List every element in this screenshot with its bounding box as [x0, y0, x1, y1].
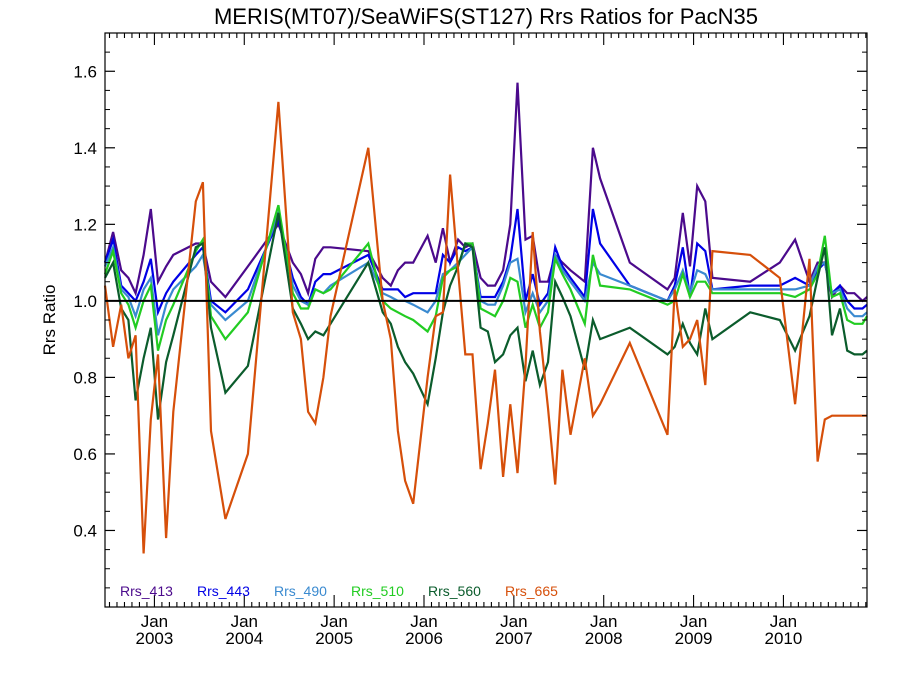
- legend-entry-rrs-490: Rrs_490: [274, 583, 327, 599]
- x-tick-label-year: 2009: [675, 629, 713, 648]
- legend-layer: Rrs_413 Rrs_443 Rrs_490 Rrs_510 Rrs_560 Rrs_6…: [120, 583, 558, 599]
- x-tick-label-year: 2007: [495, 629, 533, 648]
- y-tick-label: 1.0: [73, 292, 97, 311]
- legend-entry-rrs-510: Rrs_510: [351, 583, 404, 599]
- legend-entry-rrs-413: Rrs_413: [120, 583, 173, 599]
- series-line-rrs-560: [104, 212, 868, 420]
- legend-entry-rrs-665: Rrs_665: [505, 583, 558, 599]
- plot-frame: [104, 32, 868, 608]
- x-tick-label-year: 2005: [315, 629, 353, 648]
- x-tick-label-month: Jan: [680, 612, 707, 631]
- x-tick-label-year: 2008: [585, 629, 623, 648]
- chart-title: MERIS(MT07)/SeaWiFS(ST127) Rrs Ratios fo…: [214, 4, 758, 29]
- legend-entry-rrs-443: Rrs_443: [197, 583, 250, 599]
- series-line-rrs-510: [103, 204, 868, 351]
- y-tick-label: 0.6: [73, 445, 97, 464]
- series-line-rrs-665: [103, 101, 867, 554]
- x-tick-label-month: Jan: [770, 612, 797, 631]
- y-tick-label: 1.6: [73, 62, 97, 81]
- x-tick-label-year: 2004: [225, 629, 263, 648]
- y-tick-label: 1.2: [73, 215, 97, 234]
- legend-entry-rrs-560: Rrs_560: [428, 583, 481, 599]
- x-tick-label-month: Jan: [590, 612, 617, 631]
- y-tick-label: 0.8: [73, 368, 97, 387]
- series-line-rrs-490: [103, 208, 868, 336]
- y-tick-label: 0.4: [73, 521, 97, 540]
- x-tick-label-year: 2003: [136, 629, 174, 648]
- x-tick-label-month: Jan: [320, 612, 347, 631]
- x-tick-label-month: Jan: [500, 612, 527, 631]
- series-line-rrs-443: [103, 208, 868, 317]
- y-tick-label: 1.4: [73, 139, 97, 158]
- series-line-rrs-413: [103, 82, 868, 303]
- axes-layer: 0.40.60.81.01.21.41.6Jan2003Jan2004Jan20…: [73, 33, 867, 648]
- x-tick-label-year: 2006: [405, 629, 443, 648]
- x-tick-label-month: Jan: [141, 612, 168, 631]
- plot-layer: [103, 82, 868, 554]
- y-axis-label: Rrs Ratio: [40, 285, 59, 356]
- x-tick-label-year: 2010: [765, 629, 803, 648]
- x-tick-label-month: Jan: [231, 612, 258, 631]
- x-tick-label-month: Jan: [410, 612, 437, 631]
